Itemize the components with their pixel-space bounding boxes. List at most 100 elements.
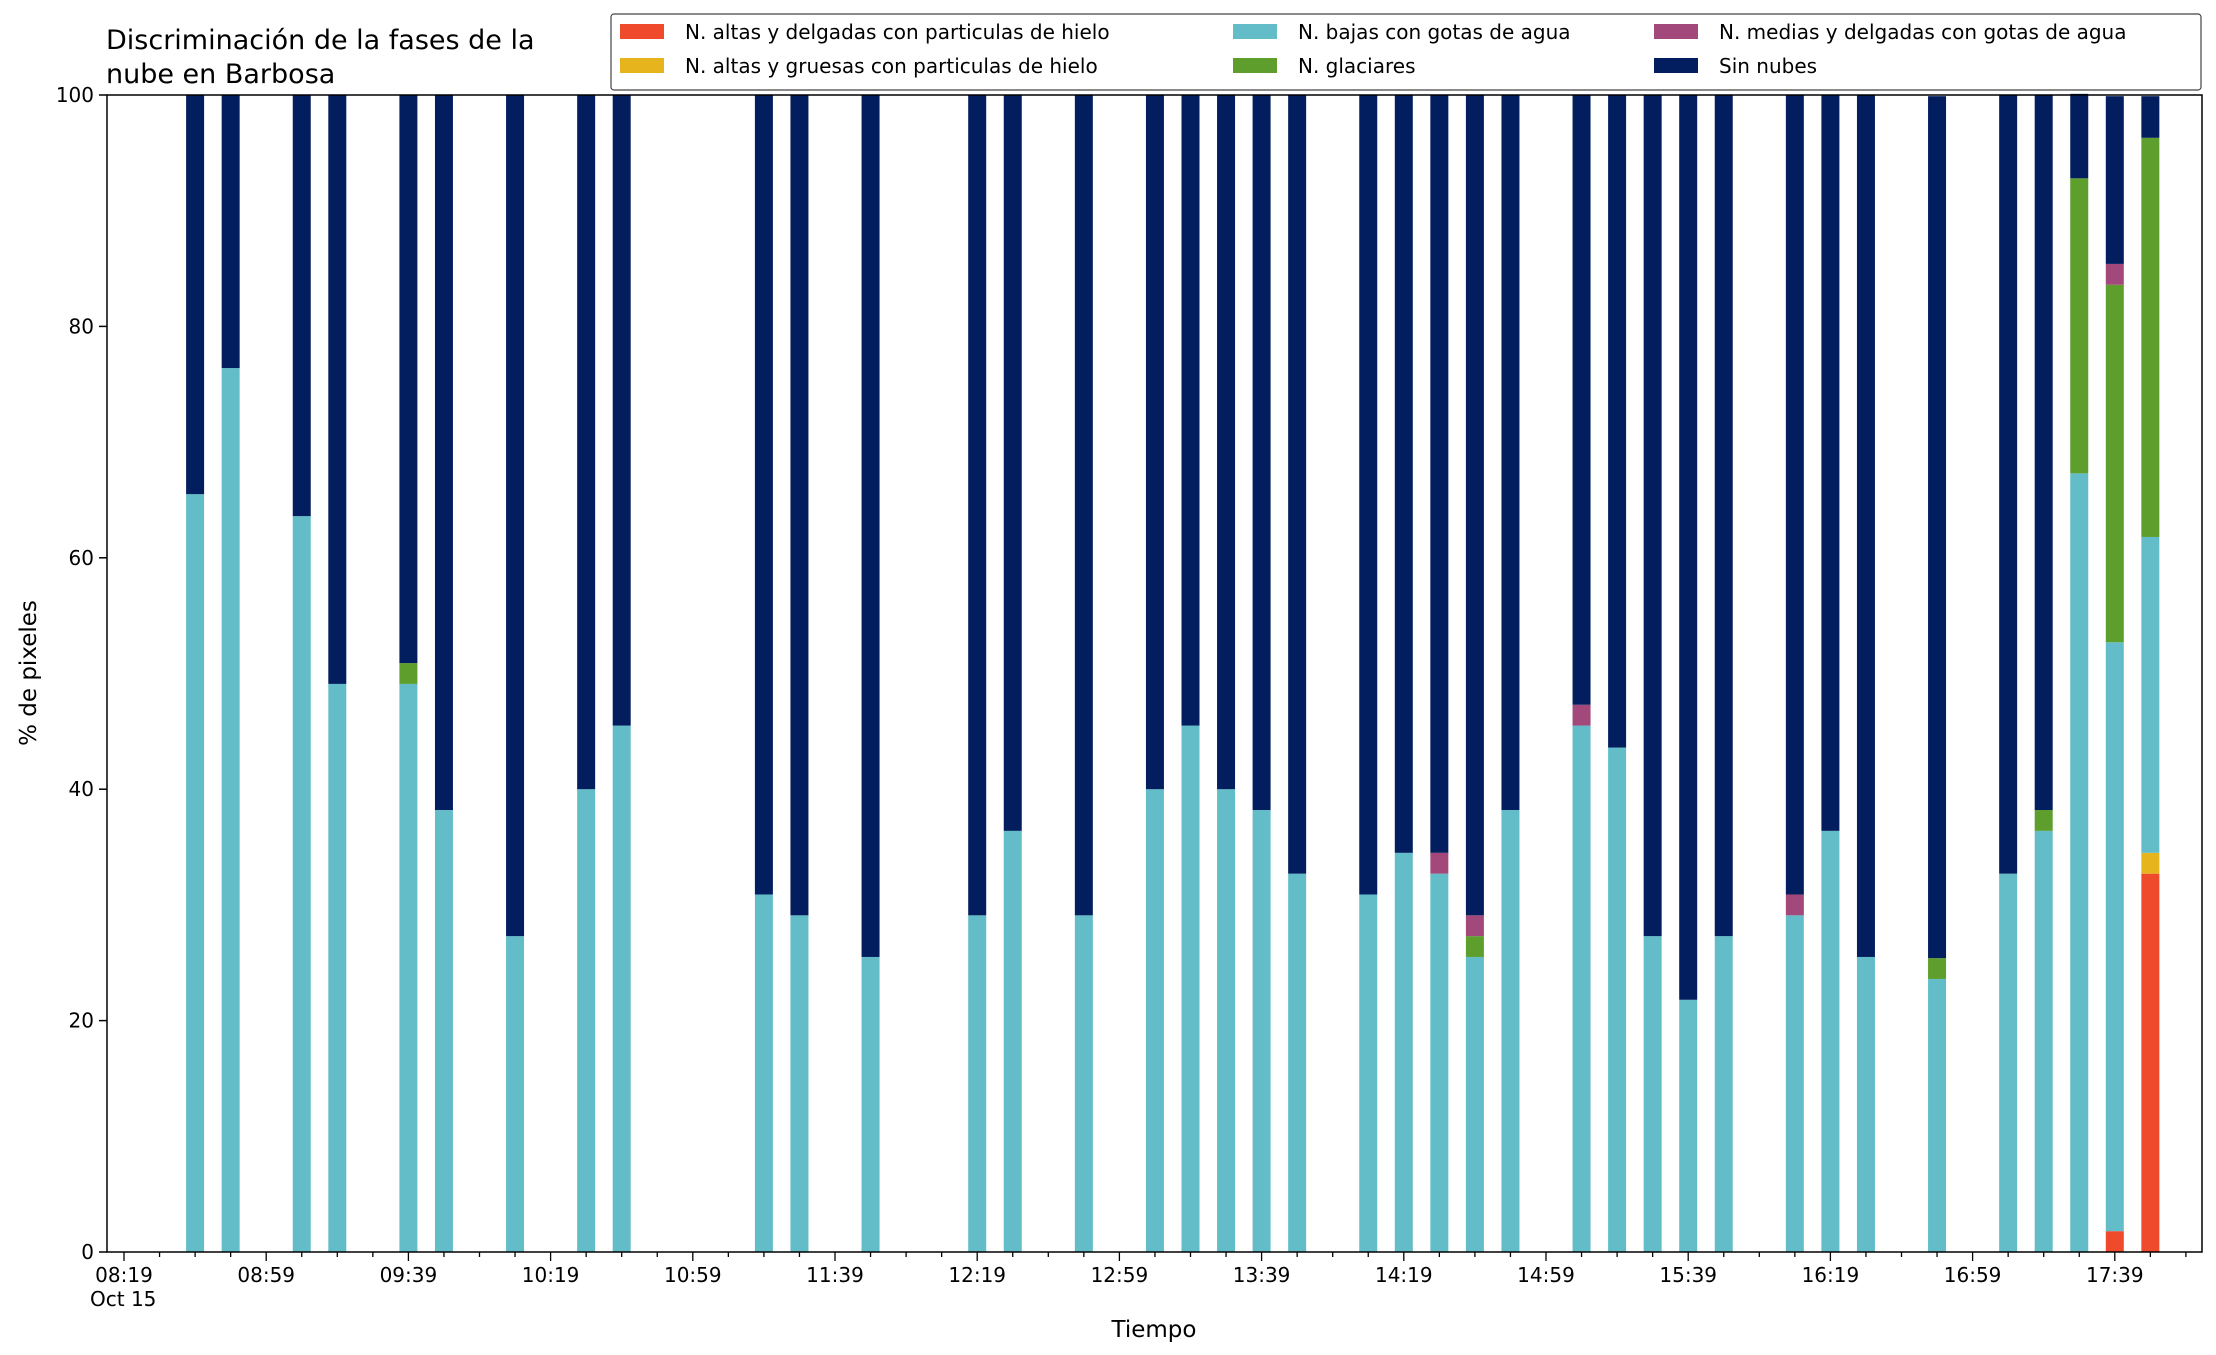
bar-segment-12-2: [968, 915, 987, 1252]
bar-segment-23-5: [1465, 95, 1484, 916]
bar-segment-3-2: [328, 683, 347, 1252]
bar-segment-14-2: [1074, 915, 1093, 1252]
bar-segment-4-3: [399, 663, 418, 684]
bar-segment-6-5: [506, 95, 525, 937]
bar-segment-21-2: [1394, 852, 1413, 1252]
bar-segment-28-5: [1679, 95, 1698, 1000]
bar-segment-24-2: [1501, 810, 1520, 1252]
y-tick-label-3: 60: [69, 546, 94, 570]
bar-segment-11-5: [861, 95, 880, 957]
bar-segment-2-2: [292, 516, 311, 1252]
legend-label-2: N. bajas con gotas de agua: [1298, 20, 1571, 44]
bar-segment-5-2: [434, 810, 453, 1252]
bar-segment-35-3: [2034, 810, 2053, 831]
bar-segment-26-2: [1608, 747, 1627, 1252]
bar-segment-4-5: [399, 95, 418, 664]
bar-segment-36-3: [2070, 178, 2089, 474]
bar-segment-25-2: [1572, 725, 1591, 1252]
y-tick-label-5: 100: [56, 83, 94, 107]
bar-segment-22-4: [1430, 852, 1449, 874]
bar-segment-35-2: [2034, 830, 2053, 1252]
chart-title-line-1: Discriminación de la fases de la: [106, 25, 535, 56]
bar-segment-12-5: [968, 95, 987, 916]
bar-segment-14-5: [1074, 95, 1093, 916]
x-tick-sublabel: Oct 15: [90, 1287, 156, 1311]
x-axis: 08:19 08:59 09:39 10:19 10:59 11:39 12:19 12:59…: [95, 1252, 2187, 1287]
x-tick-label-2: 09:39: [380, 1263, 438, 1287]
bar-segment-32-5: [1856, 95, 1875, 957]
bar-segment-25-5: [1572, 95, 1591, 705]
bar-segment-33-5: [1928, 96, 1947, 959]
bar-segment-15-2: [1145, 789, 1164, 1252]
bar-segment-15-5: [1145, 95, 1164, 790]
bar-segment-38-5: [2141, 96, 2160, 138]
bar-segment-38-3: [2141, 137, 2160, 537]
x-tick-label-1: 08:59: [237, 1263, 295, 1287]
bar-segment-31-2: [1821, 830, 1840, 1252]
x-tick-label-12: 16:19: [1802, 1263, 1860, 1287]
bar-segment-0-5: [186, 95, 205, 495]
bar-segment-34-2: [1999, 873, 2018, 1252]
bars-group: [186, 93, 2160, 1252]
bar-segment-27-5: [1643, 95, 1662, 937]
bar-segment-29-5: [1714, 95, 1733, 937]
bar-segment-4-2: [399, 683, 418, 1252]
bar-segment-1-5: [221, 95, 240, 369]
y-tick-label-2: 40: [69, 777, 94, 801]
bar-segment-23-3: [1465, 936, 1484, 957]
legend-swatch-1: [620, 58, 664, 73]
y-tick-label-4: 80: [69, 314, 94, 338]
legend-label-1: N. altas y gruesas con particulas de hie…: [685, 54, 1098, 78]
x-tick-label-11: 15:39: [1659, 1263, 1717, 1287]
bar-segment-7-2: [577, 789, 596, 1252]
bar-segment-27-2: [1643, 936, 1662, 1252]
x-tick-label-13: 16:59: [1944, 1263, 2002, 1287]
bar-segment-33-2: [1928, 978, 1947, 1252]
x-tick-label-9: 14:19: [1375, 1263, 1433, 1287]
bar-segment-11-2: [861, 956, 880, 1252]
bar-segment-20-2: [1359, 894, 1378, 1252]
bar-segment-38-2: [2141, 536, 2160, 853]
legend-swatch-4: [1654, 24, 1698, 39]
bar-segment-2-5: [292, 95, 311, 517]
bar-segment-29-2: [1714, 936, 1733, 1252]
y-tick-label-0: 0: [81, 1240, 94, 1264]
legend-swatch-0: [620, 24, 664, 39]
bar-segment-37-3: [2105, 284, 2124, 643]
legend-label-0: N. altas y delgadas con particulas de hi…: [685, 20, 1110, 44]
y-axis-label: % de pixeles: [16, 600, 42, 746]
bar-segment-8-2: [612, 725, 631, 1252]
bar-segment-35-5: [2034, 95, 2053, 811]
legend: N. altas y delgadas con particulas de hi…: [610, 13, 2202, 91]
bar-segment-17-2: [1217, 789, 1236, 1252]
bar-segment-0-2: [186, 494, 205, 1252]
x-tick-label-6: 12:19: [948, 1263, 1006, 1287]
bar-segment-9-5: [754, 95, 773, 895]
bar-segment-31-5: [1821, 95, 1840, 831]
bar-segment-10-2: [790, 915, 809, 1252]
bar-segment-37-2: [2105, 642, 2124, 1232]
bar-segment-3-5: [328, 95, 347, 684]
bar-segment-13-2: [1003, 830, 1022, 1252]
bar-segment-37-0: [2105, 1231, 2124, 1252]
legend-swatch-5: [1654, 58, 1698, 73]
legend-swatch-3: [1233, 58, 1277, 73]
bar-segment-38-1: [2141, 852, 2160, 874]
bar-segment-1-2: [221, 368, 240, 1252]
x-tick-label-3: 10:19: [522, 1263, 580, 1287]
legend-label-3: N. glaciares: [1298, 54, 1416, 78]
bar-segment-17-5: [1217, 95, 1236, 790]
x-tick-label-14: 17:39: [2086, 1263, 2144, 1287]
x-axis-label: Tiempo: [1111, 1317, 1197, 1343]
legend-frame: [610, 13, 2202, 91]
bar-segment-13-5: [1003, 95, 1022, 831]
bar-segment-28-2: [1679, 999, 1698, 1252]
x-tick-label-8: 13:39: [1233, 1263, 1291, 1287]
bar-segment-30-4: [1785, 894, 1804, 916]
bar-segment-22-2: [1430, 873, 1449, 1252]
bar-segment-10-5: [790, 95, 809, 916]
x-tick-label-0: 08:19: [95, 1263, 153, 1287]
y-tick-label-1: 20: [69, 1009, 94, 1033]
bar-segment-9-2: [754, 894, 773, 1252]
